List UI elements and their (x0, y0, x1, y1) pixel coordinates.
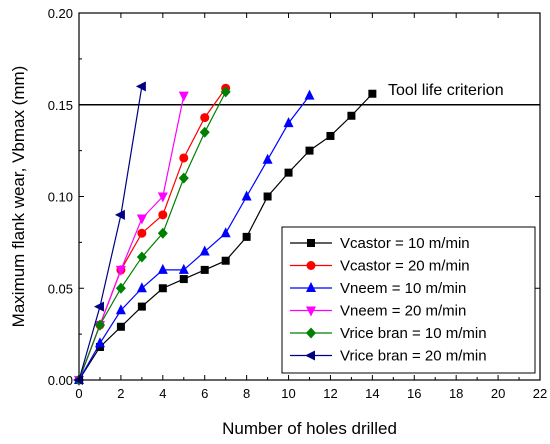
series-3 (74, 89, 315, 384)
x-tick-label: 22 (533, 386, 547, 401)
legend-marker (307, 239, 315, 247)
y-tick-label: 0.10 (48, 190, 73, 205)
data-point (262, 153, 273, 164)
data-point (220, 227, 231, 238)
data-point (200, 265, 209, 274)
data-point (179, 275, 188, 284)
data-point (93, 301, 104, 312)
y-tick-label: 0.00 (48, 373, 73, 388)
series-line (78, 95, 310, 381)
x-tick-label: 0 (75, 386, 82, 401)
data-point (178, 172, 189, 184)
legend-label: Vcastor = 20 m/min (340, 258, 470, 275)
series-6 (73, 81, 146, 385)
data-point (115, 282, 126, 294)
data-point (136, 214, 147, 225)
data-point (157, 227, 168, 239)
data-point (157, 263, 168, 274)
data-point (178, 263, 189, 274)
y-axis-title: Maximum flank wear, Vbmax (mm) (9, 66, 28, 328)
data-point (220, 86, 231, 98)
series-line (78, 86, 143, 381)
data-point (179, 153, 189, 163)
legend-label: Vneem = 10 m/min (340, 280, 466, 297)
legend-item: Vneem = 20 m/min (290, 303, 466, 320)
data-point (326, 131, 335, 140)
series-line (78, 91, 227, 381)
legend-marker (306, 261, 316, 270)
x-tick-label: 6 (201, 386, 208, 401)
legend-item: Vcastor = 10 m/min (290, 235, 470, 252)
data-point (199, 245, 210, 256)
legend-item: Vcastor = 20 m/min (290, 258, 470, 275)
legend-item: Vrice bran = 10 m/min (290, 325, 487, 342)
data-point (242, 232, 251, 241)
y-tick-label: 0.15 (48, 98, 73, 113)
series-5 (74, 86, 231, 386)
data-point (368, 89, 377, 98)
data-point (241, 190, 252, 201)
data-point (221, 256, 230, 265)
data-point (200, 113, 210, 123)
legend-marker (306, 282, 316, 292)
data-point (94, 337, 105, 348)
data-point (136, 282, 147, 293)
legend-label: Vrice bran = 10 m/min (340, 325, 487, 342)
data-point (137, 302, 146, 311)
data-point (283, 117, 294, 128)
data-point (158, 210, 168, 220)
data-point (116, 322, 125, 331)
x-tick-label: 20 (491, 386, 505, 401)
legend-marker (306, 327, 316, 339)
data-point (158, 284, 167, 293)
x-tick-label: 10 (281, 386, 295, 401)
data-point (199, 126, 210, 138)
tool-life-criterion-label: Tool life criterion (388, 82, 504, 99)
data-point (304, 89, 315, 100)
x-axis-title: Number of holes drilled (222, 419, 397, 438)
x-tick-label: 14 (365, 386, 379, 401)
data-point (305, 146, 314, 155)
data-point (115, 304, 126, 315)
legend-marker (306, 306, 316, 317)
data-point (135, 81, 146, 92)
data-point (137, 228, 147, 238)
legend: Vcastor = 10 m/min Vcastor = 20 m/min Vnee… (281, 226, 536, 374)
x-tick-label: 16 (407, 386, 421, 401)
data-point (114, 209, 125, 220)
data-point (263, 192, 272, 201)
series-4 (74, 91, 189, 386)
data-point (136, 251, 147, 263)
x-tick-label: 8 (243, 386, 250, 401)
legend-label: Vcastor = 10 m/min (340, 235, 470, 252)
y-tick-label: 0.20 (48, 6, 73, 21)
data-point (73, 375, 83, 385)
legend-label: Vneem = 20 m/min (340, 303, 466, 320)
legend-label: Vrice bran = 20 m/min (340, 348, 487, 365)
data-point (178, 91, 189, 102)
data-point (115, 265, 126, 276)
data-point (157, 192, 168, 203)
legend-box (281, 226, 536, 374)
x-tick-label: 18 (449, 386, 463, 401)
data-point (94, 319, 105, 331)
x-tick-label: 4 (159, 386, 166, 401)
data-point (284, 168, 293, 177)
x-tick-label: 12 (323, 386, 337, 401)
x-tick-label: 2 (117, 386, 124, 401)
data-point (347, 111, 356, 120)
y-tick-label: 0.05 (48, 281, 73, 296)
legend-marker (305, 350, 315, 361)
legend-item: Vneem = 10 m/min (290, 280, 466, 297)
legend-item: Vrice bran = 20 m/min (290, 348, 487, 365)
